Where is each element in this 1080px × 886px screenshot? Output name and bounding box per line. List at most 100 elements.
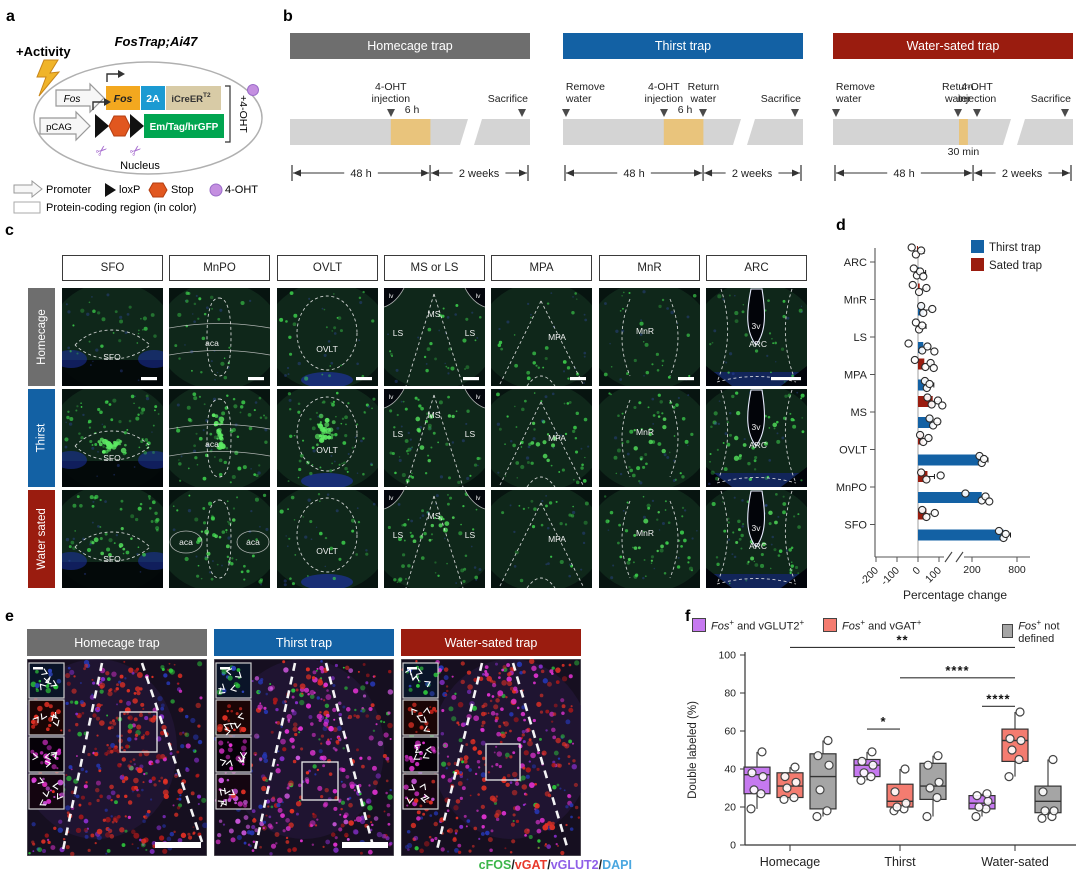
tissue-haze — [224, 659, 384, 839]
arrowhead-marker-icon — [39, 683, 47, 691]
anatomy-label: MS — [428, 309, 441, 319]
italic-text: Fos — [711, 620, 730, 633]
micrograph-mnpo: aca — [169, 389, 270, 487]
arrowhead-marker-icon — [235, 671, 242, 678]
data-point — [930, 508, 939, 518]
inset-dot — [422, 741, 425, 745]
data-point — [982, 789, 992, 799]
inset-dot — [46, 745, 52, 751]
micrograph-mnr: MnR — [599, 389, 700, 487]
legend-label: Fos+ and vGAT+ — [842, 618, 921, 633]
inset-dot — [415, 762, 420, 767]
anatomy-label: aca — [179, 537, 193, 547]
anatomy-label: LS — [393, 530, 404, 540]
inset-dot — [227, 798, 232, 802]
scale-arrowhead-icon — [431, 169, 440, 177]
region-outline — [74, 531, 151, 562]
legend-swatch — [823, 618, 837, 633]
micrograph-mnr: MnR — [599, 490, 700, 588]
data-point — [747, 768, 757, 778]
data-point — [979, 454, 989, 464]
data-point — [927, 400, 936, 409]
condition-row-label: Thirst — [28, 389, 55, 487]
data-point — [813, 751, 823, 761]
region-column-header: SFO — [62, 255, 163, 281]
inset-dot — [46, 727, 50, 732]
category-label: ARC — [844, 257, 867, 269]
ventricle-corner — [384, 490, 404, 509]
micrograph-mnpo: aca — [169, 288, 270, 386]
region-outline — [621, 500, 631, 579]
data-point — [936, 471, 945, 480]
dapi-glow — [301, 372, 353, 386]
inset-dot — [419, 725, 424, 730]
micrograph-mnpo: aca aca — [169, 490, 270, 588]
data-point — [904, 339, 913, 348]
inset-dot — [218, 748, 225, 754]
event-arrow-icon — [790, 109, 799, 117]
arrowhead-marker-icon — [230, 684, 237, 692]
construct-schematic: +Activity FosTrap;Ai47 Fos Fos 2A iCreER… — [13, 34, 263, 214]
cell-dots — [401, 659, 581, 856]
arrowhead-marker-icon — [224, 787, 231, 795]
arrowhead-marker-icon — [32, 753, 39, 761]
arrowhead-marker-icon — [44, 752, 51, 761]
inset-dot — [59, 792, 65, 798]
inset-dot — [404, 757, 409, 762]
timeline-event-label: Sacrifice — [487, 93, 528, 105]
timeline-event-label: 4-OHT injection — [957, 81, 997, 106]
data-point — [910, 355, 919, 365]
dapi-glow — [301, 574, 353, 588]
anatomy-label: lv — [389, 495, 394, 502]
ventricle-corner — [384, 389, 404, 408]
data-point — [756, 789, 766, 799]
inset-dot — [227, 747, 233, 753]
arrowhead-marker-icon — [37, 777, 45, 785]
x-tick-label: 100 — [923, 565, 944, 586]
inset-dot — [218, 740, 224, 746]
inset-dot — [58, 793, 61, 796]
loxp-left-icon — [95, 114, 109, 138]
timeline-bar-segment — [563, 119, 741, 145]
x-tick-label: 200 — [963, 564, 981, 576]
anatomy-label: SFO — [103, 554, 121, 564]
inset-dot — [48, 704, 53, 709]
data-point — [923, 760, 933, 770]
data-point — [901, 798, 911, 808]
gfp-cells — [176, 392, 268, 484]
pcag-promoter-arrow-icon — [39, 110, 91, 142]
region-outline — [540, 300, 584, 385]
micrograph-title: Homecage trap — [27, 629, 207, 656]
fos-gene-label: Fos — [114, 93, 133, 105]
channel-caption-segment: vGAT — [514, 858, 548, 872]
dapi-band — [706, 574, 807, 588]
micrograph-sfo: SFO — [62, 490, 163, 588]
data-point — [1005, 733, 1015, 744]
treatment-window — [390, 119, 431, 145]
inset-dot — [229, 766, 234, 771]
arrowhead-marker-icon — [39, 799, 47, 806]
inset-dot — [35, 687, 38, 690]
scale-arrowhead-icon — [1062, 169, 1070, 177]
x-tick-label: -100 — [879, 565, 902, 588]
micrograph-mpa: MPA — [491, 288, 592, 386]
scale-label-bg — [617, 164, 651, 180]
category-label: MPA — [844, 370, 868, 382]
inset-dot — [412, 702, 417, 707]
region-outline — [433, 293, 464, 386]
y-tick-label: 40 — [724, 764, 736, 776]
tissue-glow — [491, 389, 592, 487]
arrowhead-marker-icon — [219, 789, 227, 796]
micrograph-mpa: MPA — [491, 389, 592, 487]
timeline-title: Homecage trap — [290, 33, 530, 59]
tissue-glow — [384, 288, 485, 386]
data-point — [922, 475, 931, 484]
legend-label: Sated trap — [989, 260, 1042, 272]
scissors-icon: ✂ — [126, 141, 145, 161]
inset-dot — [225, 754, 231, 760]
scale-label-bg — [452, 164, 506, 180]
data-point — [900, 764, 910, 774]
inset-dot — [432, 706, 437, 711]
region-outline — [784, 490, 797, 585]
gfp-cells — [279, 290, 375, 381]
